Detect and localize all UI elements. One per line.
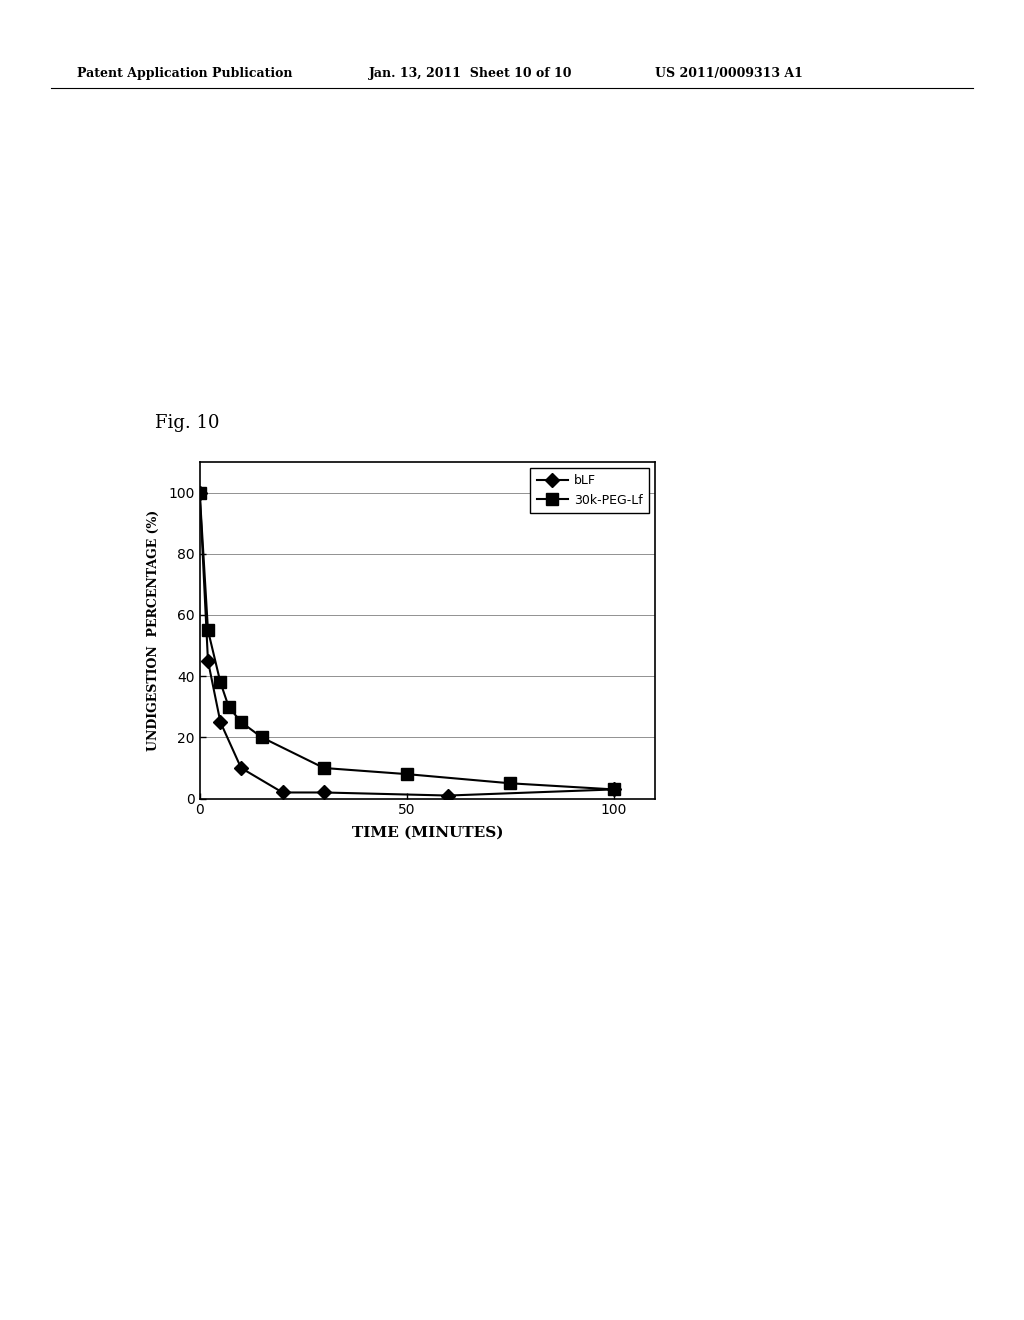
30k-PEG-Lf xyxy=(400,766,413,781)
Line: 30k-PEG-Lf: 30k-PEG-Lf xyxy=(195,487,620,795)
Legend: bLF, 30k-PEG-Lf: bLF, 30k-PEG-Lf xyxy=(530,469,649,513)
30k-PEG-Lf xyxy=(202,622,214,638)
Text: Patent Application Publication: Patent Application Publication xyxy=(77,67,292,81)
30k-PEG-Lf xyxy=(234,714,247,730)
bLF xyxy=(194,484,206,500)
30k-PEG-Lf xyxy=(504,775,516,791)
Text: Fig. 10: Fig. 10 xyxy=(155,414,219,433)
bLF xyxy=(608,781,621,797)
bLF xyxy=(214,714,226,730)
Y-axis label: UNDIGESTION  PERCENTAGE (%): UNDIGESTION PERCENTAGE (%) xyxy=(147,510,160,751)
bLF xyxy=(202,653,214,669)
30k-PEG-Lf xyxy=(194,484,206,500)
30k-PEG-Lf xyxy=(608,781,621,797)
bLF xyxy=(276,784,289,800)
30k-PEG-Lf xyxy=(214,675,226,690)
30k-PEG-Lf xyxy=(222,698,234,714)
30k-PEG-Lf xyxy=(256,730,268,746)
bLF xyxy=(442,788,455,804)
30k-PEG-Lf xyxy=(317,760,330,776)
bLF xyxy=(234,760,247,776)
bLF xyxy=(317,784,330,800)
Text: US 2011/0009313 A1: US 2011/0009313 A1 xyxy=(655,67,803,81)
X-axis label: TIME (MINUTES): TIME (MINUTES) xyxy=(352,826,503,840)
Text: Jan. 13, 2011  Sheet 10 of 10: Jan. 13, 2011 Sheet 10 of 10 xyxy=(369,67,572,81)
Line: bLF: bLF xyxy=(195,487,618,800)
